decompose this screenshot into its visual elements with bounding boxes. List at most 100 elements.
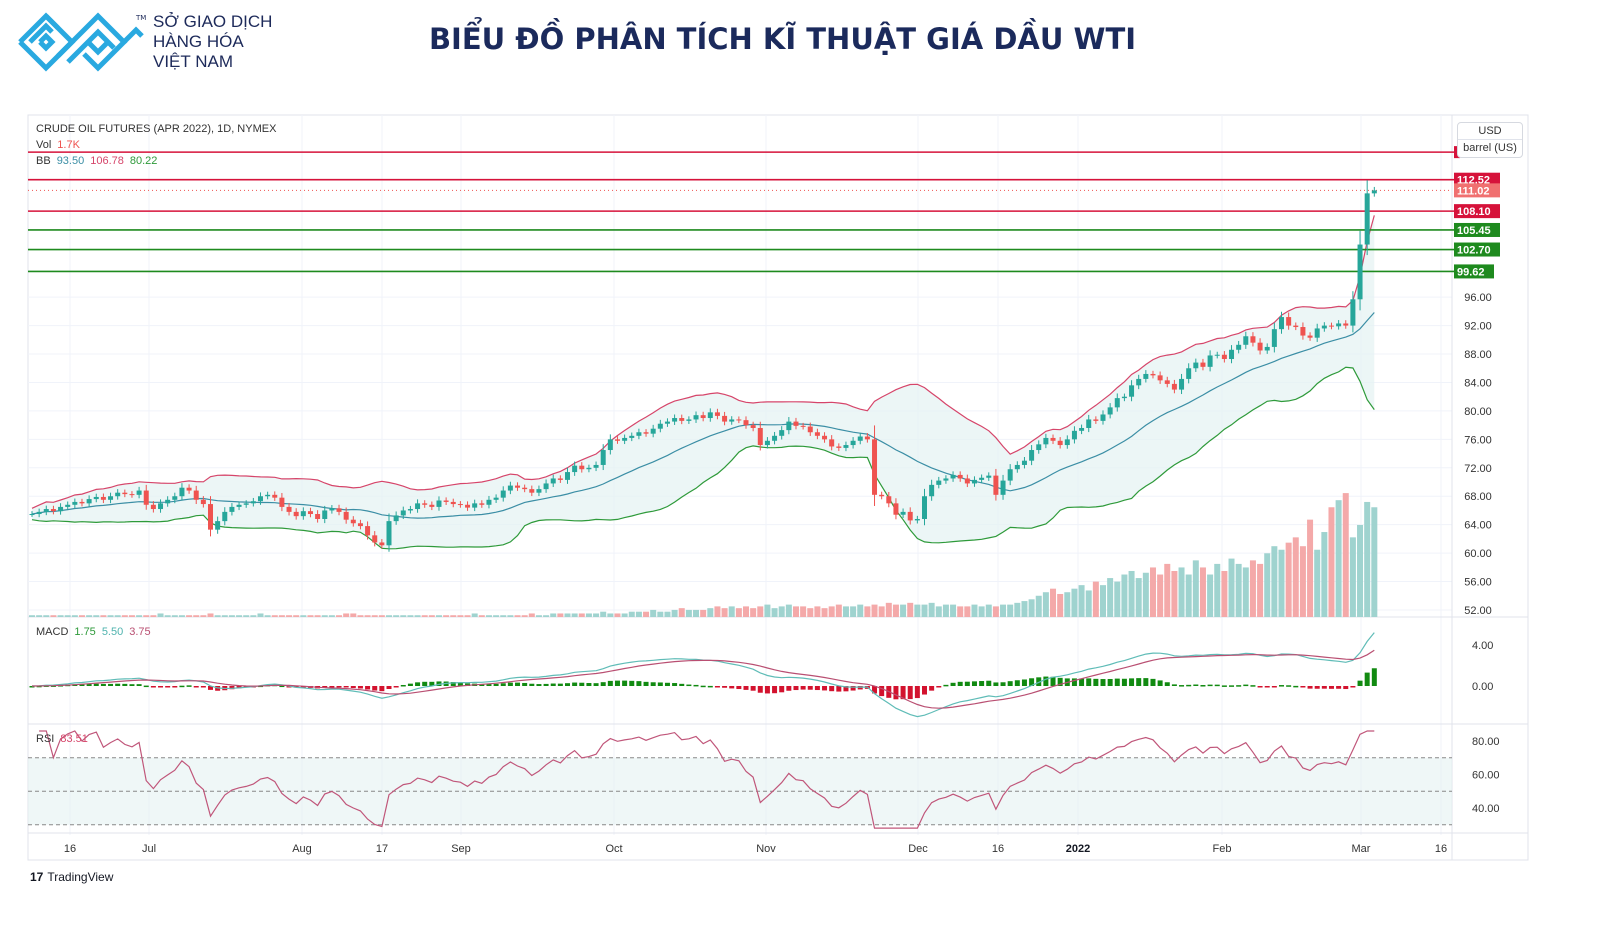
macd-hist-bar	[1079, 678, 1085, 686]
candle-body	[929, 484, 935, 497]
volume-bar	[343, 613, 350, 617]
candle	[950, 471, 956, 482]
macd-hist-bar	[1264, 686, 1270, 688]
candle	[1107, 403, 1113, 419]
macd-hist-bar	[108, 683, 114, 686]
macd-hist-bar	[343, 686, 349, 688]
macd-hist-bar	[1229, 685, 1235, 687]
price-tick-label: 76.00	[1464, 434, 1492, 446]
candle	[1157, 371, 1163, 384]
volume-bar	[678, 608, 685, 617]
volume-bar	[1149, 567, 1156, 617]
volume-bar	[157, 613, 164, 617]
candle	[186, 484, 192, 494]
candle	[79, 498, 85, 507]
last-price-text: 111.02	[1457, 185, 1489, 197]
candle	[850, 437, 856, 449]
volume-bar	[1078, 585, 1085, 617]
macd-hist-bar	[436, 681, 442, 686]
macd-hist-bar	[929, 686, 935, 691]
candle-body	[971, 479, 977, 484]
candle	[1014, 461, 1020, 473]
candle	[429, 501, 435, 511]
volume-bar	[978, 606, 985, 617]
macd-signal-value: 3.75	[129, 626, 151, 638]
volume-value: 1.7K	[57, 139, 80, 151]
volume-bars	[29, 493, 1378, 617]
volume-bar	[1271, 546, 1278, 617]
candle-body	[65, 504, 71, 507]
level-tag-bg	[1454, 222, 1500, 237]
macd-hist-bar	[793, 686, 799, 691]
candle-body	[550, 478, 556, 484]
tradingview-branding[interactable]: 17 TradingView	[30, 870, 113, 884]
macd-hist-bar	[1200, 685, 1206, 687]
volume-bar	[1100, 585, 1106, 617]
volume-bar	[1192, 560, 1199, 617]
candle	[1071, 426, 1077, 444]
candle	[436, 496, 442, 511]
volume-bar	[1264, 553, 1271, 617]
volume-bar	[236, 615, 243, 617]
candle	[50, 505, 56, 515]
candle-body	[500, 490, 506, 498]
volume-bar	[1199, 567, 1206, 617]
volume-bar	[1328, 507, 1335, 617]
candle-body	[1086, 419, 1092, 428]
candle	[158, 499, 164, 513]
time-tick-label: Sep	[451, 843, 471, 855]
candle	[322, 505, 328, 524]
candle	[907, 507, 913, 525]
volume-bar	[543, 615, 550, 617]
macd-hist-bar	[100, 683, 106, 686]
rsi-line	[39, 730, 1375, 829]
candle	[543, 479, 549, 493]
candle	[607, 434, 613, 455]
candle	[472, 499, 478, 512]
candle	[1000, 474, 1006, 500]
volume-bar	[393, 615, 400, 617]
bb-band-fill	[32, 215, 1375, 549]
candle	[600, 444, 606, 471]
candle-body	[200, 499, 206, 505]
macd-hist-bar	[893, 686, 899, 700]
macd-hist-bar	[143, 685, 149, 688]
volume-legend: Vol 1.7K	[36, 139, 86, 151]
candle	[250, 497, 256, 507]
volume-bar	[535, 615, 542, 617]
macd-hist-bar	[1343, 686, 1349, 690]
candle	[515, 482, 521, 491]
candle	[122, 489, 128, 498]
currency-unit-button[interactable]: USD barrel (US)	[1457, 122, 1523, 158]
candle	[29, 511, 35, 517]
volume-bar	[293, 615, 300, 617]
volume-bar	[950, 604, 957, 617]
candle	[1214, 351, 1220, 359]
candle	[350, 516, 356, 527]
candle-body	[800, 425, 806, 427]
volume-bar	[50, 615, 57, 617]
volume-bar	[1042, 592, 1049, 617]
candle-body	[486, 499, 492, 505]
macd-hist-bar	[700, 685, 706, 688]
candle	[572, 461, 578, 476]
candle-body	[143, 490, 149, 505]
candle-body	[893, 503, 899, 515]
candle-body	[365, 526, 371, 536]
volume-bar	[1007, 604, 1014, 617]
candle-body	[1150, 373, 1156, 376]
candle	[836, 443, 842, 451]
candle-body	[579, 465, 585, 470]
macd-hist-bar	[229, 686, 235, 690]
resistance-level-tag: 108.10	[1454, 204, 1500, 219]
candle	[265, 491, 271, 500]
volume-bar	[143, 615, 150, 617]
candle-body	[450, 501, 456, 505]
volume-bar	[228, 615, 235, 617]
candle-body	[736, 419, 742, 421]
macd-hist-bar	[707, 685, 713, 688]
candle-body	[772, 435, 778, 441]
candle	[443, 497, 449, 505]
candle	[1307, 332, 1313, 341]
